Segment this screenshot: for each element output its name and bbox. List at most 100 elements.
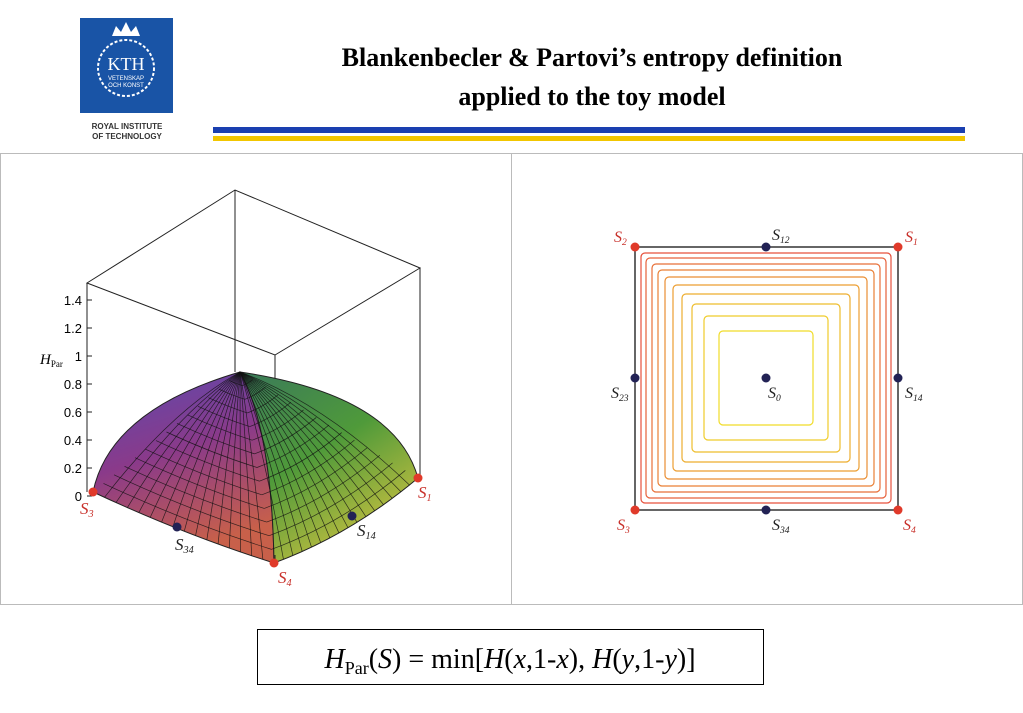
point	[630, 373, 640, 383]
mesh-line	[103, 483, 272, 550]
contour	[664, 276, 868, 480]
formula: HPar(S) = min[H(x,1-x), H(y,1-y)]	[323, 644, 695, 678]
axis-tick-label: 1.2	[64, 321, 82, 336]
label-sub: 3	[88, 509, 94, 520]
mesh-line	[261, 439, 355, 496]
mesh-line	[239, 371, 349, 528]
mesh-line	[145, 448, 262, 496]
contour	[703, 315, 829, 441]
point-label: S3	[80, 499, 94, 520]
logo-motto: VETENSKAP	[108, 76, 144, 82]
point-label: S1	[905, 229, 918, 248]
label-base: S	[903, 517, 911, 534]
mesh-line	[161, 371, 241, 523]
point	[893, 505, 903, 515]
mesh-line	[187, 414, 253, 441]
point	[413, 473, 423, 483]
mesh-line	[271, 470, 406, 550]
mesh-line	[195, 371, 241, 536]
axis-tick-label: 0.8	[64, 377, 82, 392]
point-label: S14	[357, 521, 376, 542]
formula-part: )]	[677, 644, 696, 675]
formula-part: Par	[345, 658, 369, 678]
label-base: H	[39, 352, 52, 368]
institution: ROYAL INSTITUTE	[92, 122, 163, 131]
rule-blue	[213, 127, 965, 133]
label-base: S	[617, 517, 625, 534]
mesh-line	[138, 371, 241, 513]
mesh-line	[239, 371, 410, 486]
mesh-line	[239, 371, 241, 552]
label-sub: 1	[913, 237, 918, 248]
point-label: S34	[772, 517, 790, 536]
label-base: S	[80, 499, 89, 518]
label-sub: 14	[366, 531, 376, 542]
label-sub: 1	[427, 493, 432, 504]
contour	[718, 330, 814, 426]
point	[172, 522, 182, 532]
mesh-line	[239, 371, 358, 523]
label-sub: 0	[776, 393, 781, 404]
formula-part: ,1-	[634, 644, 664, 675]
formula-part: H	[323, 644, 346, 675]
mesh-line	[239, 371, 402, 493]
point-label: S4	[903, 517, 916, 536]
formula-part: H	[591, 644, 614, 675]
point-label: S12	[772, 227, 790, 246]
formula-part: S	[378, 644, 392, 675]
label-sub: 14	[913, 393, 923, 404]
label-sub: 2	[622, 237, 627, 248]
label-sub: 4	[287, 578, 292, 589]
mesh-line	[244, 386, 266, 400]
point	[761, 373, 771, 383]
formula-part: ),	[569, 644, 592, 675]
label-base: S	[772, 227, 780, 244]
mesh-line	[124, 465, 267, 523]
point	[893, 373, 903, 383]
mesh-line	[269, 462, 393, 537]
mesh-line	[104, 371, 241, 498]
logo-name: KTH	[108, 54, 145, 74]
point	[88, 487, 98, 497]
mesh-line	[239, 371, 367, 517]
logo-wreath	[97, 39, 155, 97]
formula-part: (	[369, 644, 378, 675]
point-label: S23	[611, 385, 629, 404]
point	[761, 242, 771, 252]
axis-tick-label: 0.6	[64, 405, 82, 420]
label-base: S	[768, 385, 776, 402]
formula-part: y	[619, 644, 635, 675]
mesh-line	[217, 371, 241, 545]
mesh-line	[149, 371, 241, 518]
mesh-line	[127, 371, 241, 508]
point-label: S3	[617, 517, 630, 536]
mesh-line	[172, 371, 241, 527]
mesh-line	[206, 371, 241, 540]
point-label: S2	[614, 229, 627, 248]
label-base: S	[905, 385, 913, 402]
point-label: S4	[278, 568, 292, 589]
mesh-line	[183, 371, 241, 532]
logo-motto: OCH KONST	[108, 83, 144, 89]
label-sub: Par	[51, 359, 63, 369]
point-label: S0	[768, 385, 781, 404]
contour	[657, 269, 875, 487]
label-sub: 34	[183, 545, 194, 556]
rule-yellow	[213, 136, 965, 141]
mesh-line	[239, 371, 340, 534]
mesh-line	[155, 440, 260, 482]
mesh-line	[252, 409, 304, 441]
contour	[651, 263, 881, 493]
formula-part: x	[555, 644, 569, 675]
mesh-line	[166, 431, 258, 468]
title: Blankenbecler & Partovi’s entropy defini…	[342, 43, 843, 72]
mesh-line	[239, 371, 264, 560]
mesh-line	[239, 371, 376, 511]
mesh-line	[239, 371, 284, 560]
formula-box	[257, 629, 764, 685]
formula-part: y	[661, 644, 677, 675]
mesh-line	[113, 474, 270, 537]
contour	[681, 293, 851, 463]
